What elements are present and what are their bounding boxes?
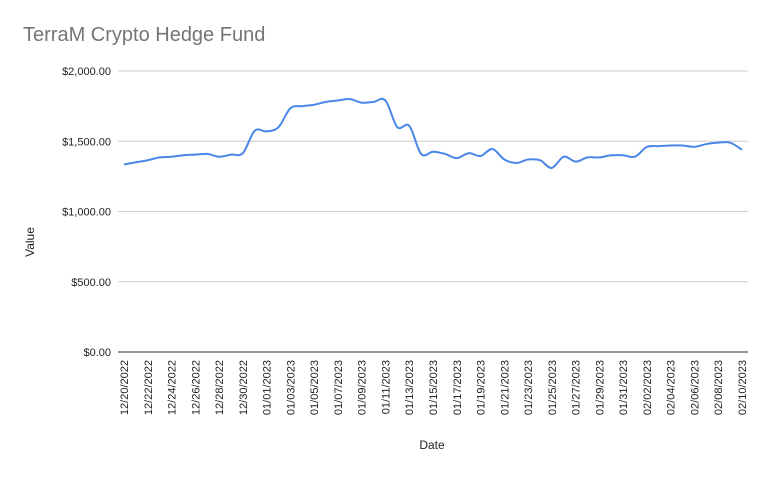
data-point: [597, 155, 601, 159]
x-tick-label: 01/31/2023: [618, 360, 630, 415]
data-point: [217, 155, 221, 159]
x-tick-label: 01/09/2023: [357, 360, 369, 415]
x-tick-label: 01/19/2023: [476, 360, 488, 415]
y-tick-label: $500.00: [71, 277, 111, 289]
chart-title: TerraM Crypto Hedge Fund: [23, 24, 266, 46]
data-point: [633, 155, 637, 159]
data-point: [479, 154, 483, 158]
x-tick-label: 01/13/2023: [404, 360, 416, 415]
x-tick-label: 02/08/2023: [713, 360, 725, 415]
series-line: [123, 97, 743, 169]
gridlines: [118, 70, 748, 353]
data-point: [205, 152, 209, 156]
data-point: [692, 145, 696, 149]
data-point: [193, 153, 197, 157]
data-point: [360, 101, 364, 105]
data-point: [526, 158, 530, 162]
data-point: [586, 155, 590, 159]
data-point: [229, 153, 233, 157]
data-point: [740, 148, 744, 152]
data-point: [300, 104, 304, 108]
series-layer: [122, 97, 744, 170]
data-point: [681, 143, 685, 147]
data-point: [502, 158, 506, 162]
data-point: [514, 161, 518, 165]
x-tick-label: 02/06/2023: [689, 360, 701, 415]
data-point: [669, 143, 673, 147]
y-tick-label: $1,000.00: [62, 207, 111, 219]
y-tick-label: $0.00: [83, 347, 111, 359]
x-tick-label: 01/15/2023: [428, 360, 440, 415]
data-point: [383, 99, 387, 103]
x-tick-label: 12/22/2022: [143, 360, 155, 415]
y-tick-label: $2,000.00: [62, 66, 111, 78]
x-tick-label: 01/01/2023: [262, 360, 274, 415]
data-point: [704, 142, 708, 146]
data-point: [550, 166, 554, 170]
y-axis-ticks: $0.00 $500.00 $1,000.00 $1,500.00 $2,000.00: [62, 66, 111, 359]
x-tick-label: 01/07/2023: [333, 360, 345, 415]
data-point: [170, 155, 174, 159]
x-tick-label: 12/30/2022: [238, 360, 250, 415]
x-tick-label: 02/10/2023: [737, 360, 749, 415]
x-tick-label: 12/28/2022: [214, 360, 226, 415]
data-point: [538, 158, 542, 162]
data-point: [253, 129, 257, 133]
x-tick-label: 01/27/2023: [571, 360, 583, 415]
data-point: [443, 152, 447, 156]
y-axis-title: Value: [23, 227, 37, 257]
data-point: [312, 103, 316, 107]
x-tick-label: 02/04/2023: [666, 360, 678, 415]
data-point: [467, 151, 471, 155]
data-point: [609, 153, 613, 157]
x-tick-label: 01/21/2023: [499, 360, 511, 415]
data-point: [431, 150, 435, 154]
x-tick-label: 02/02/2023: [642, 360, 654, 415]
data-point: [122, 162, 126, 166]
data-point: [348, 97, 352, 101]
data-point: [419, 152, 423, 156]
x-tick-label: 12/24/2022: [167, 360, 179, 415]
data-point: [455, 156, 459, 160]
data-point: [241, 151, 245, 155]
data-point: [407, 124, 411, 128]
data-point: [277, 125, 281, 129]
x-tick-label: 01/11/2023: [380, 360, 392, 414]
x-axis-title: Date: [419, 438, 445, 452]
data-point: [395, 125, 399, 129]
data-point: [146, 158, 150, 162]
x-tick-label: 12/20/2022: [119, 360, 131, 415]
data-point: [645, 145, 649, 149]
data-point: [324, 100, 328, 104]
data-point: [288, 106, 292, 110]
data-point: [134, 160, 138, 164]
data-point: [265, 129, 269, 133]
x-tick-label: 12/26/2022: [190, 360, 202, 415]
data-point: [728, 141, 732, 145]
data-point: [574, 160, 578, 164]
x-tick-label: 01/05/2023: [309, 360, 321, 415]
data-point: [372, 100, 376, 104]
data-point: [181, 153, 185, 157]
x-tick-label: 01/23/2023: [523, 360, 535, 415]
data-point: [562, 155, 566, 159]
y-tick-label: $1,500.00: [62, 136, 111, 148]
x-tick-label: 01/17/2023: [452, 360, 464, 415]
x-tick-label: 01/29/2023: [594, 360, 606, 415]
x-axis-ticks: 12/20/2022 12/22/2022 12/24/2022 12/26/2022…: [119, 360, 749, 415]
data-point: [621, 153, 625, 157]
x-tick-label: 01/25/2023: [547, 360, 559, 415]
data-point: [490, 147, 494, 151]
data-point: [158, 155, 162, 159]
data-point: [716, 141, 720, 145]
data-point: [657, 144, 661, 148]
x-tick-label: 01/03/2023: [285, 360, 297, 415]
data-point: [336, 99, 340, 103]
